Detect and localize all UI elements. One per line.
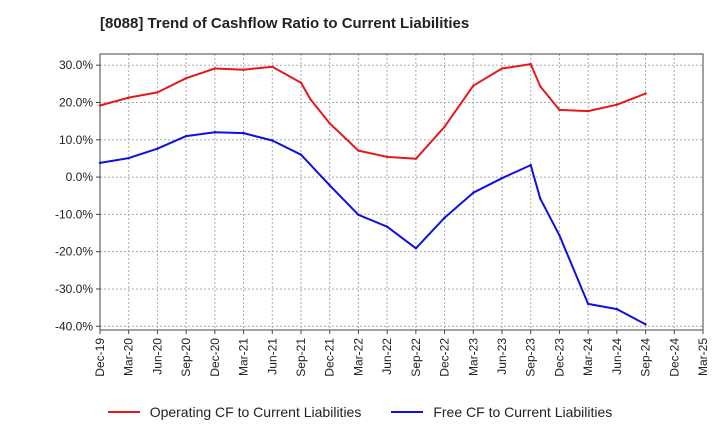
legend-item-operating-cf: Operating CF to Current Liabilities: [107, 404, 362, 420]
data-point-free-cf: [271, 139, 274, 142]
data-point-free-cf: [127, 156, 130, 160]
data-point-free-cf: [385, 225, 389, 228]
x-tick-label: Mar-20: [122, 338, 136, 376]
y-tick-label: 30.0%: [59, 58, 93, 72]
data-point-operating-cf: [385, 155, 389, 159]
data-point-operating-cf: [644, 92, 647, 95]
legend-label-free-cf: Free CF to Current Liabilities: [433, 404, 613, 420]
data-point-operating-cf: [271, 65, 274, 68]
x-tick-label: Mar-23: [466, 338, 480, 376]
data-point-operating-cf: [500, 67, 504, 70]
data-point-free-cf: [500, 177, 504, 180]
y-tick-label: -20.0%: [55, 245, 93, 259]
data-point-operating-cf: [558, 108, 561, 112]
x-tick-label: Dec-20: [208, 338, 222, 377]
data-point-operating-cf: [586, 109, 590, 113]
data-point-free-cf: [472, 191, 475, 194]
data-point-operating-cf: [539, 85, 542, 88]
data-point-operating-cf: [309, 98, 312, 101]
x-tick-label: Mar-24: [581, 338, 595, 376]
data-point-operating-cf: [184, 77, 188, 80]
data-point-operating-cf: [472, 84, 475, 87]
x-tick-label: Mar-21: [237, 338, 251, 376]
data-point-free-cf: [414, 247, 418, 250]
data-point-free-cf: [539, 197, 542, 200]
x-tick-label: Sep-21: [294, 338, 308, 377]
x-axis: Dec-19 Mar-20 Jun-20 Sep-20 Dec-20 Mar-21 Jun-…: [93, 330, 710, 377]
legend-swatch-operating-cf: [107, 411, 140, 413]
data-point-free-cf: [644, 323, 647, 326]
data-point-free-cf: [98, 161, 102, 165]
x-tick-label: Jun-20: [150, 338, 164, 375]
data-point-operating-cf: [328, 122, 331, 125]
x-tick-label: Dec-21: [323, 338, 337, 377]
x-tick-label: Mar-25: [696, 338, 710, 376]
grid-lines: [99, 54, 704, 330]
y-tick-label: 10.0%: [59, 133, 93, 147]
y-tick-label: -30.0%: [55, 282, 93, 296]
data-point-operating-cf: [213, 67, 217, 70]
series-line-operating-cf: [99, 63, 647, 160]
y-tick-label: 20.0%: [59, 95, 93, 109]
data-point-free-cf: [156, 147, 159, 150]
y-tick-label: -40.0%: [55, 319, 93, 333]
data-point-operating-cf: [529, 62, 532, 66]
legend-swatch-free-cf: [391, 411, 424, 413]
chart-title: [8088] Trend of Cashflow Ratio to Curren…: [100, 15, 470, 32]
x-tick-label: Dec-23: [552, 338, 566, 377]
legend-item-free-cf: Free CF to Current Liabilities: [391, 404, 612, 420]
series-line-free-cf: [99, 131, 647, 326]
x-tick-label: Sep-24: [639, 338, 653, 377]
data-point-free-cf: [184, 134, 188, 138]
plot-frame: [99, 53, 704, 331]
data-point-free-cf: [328, 184, 331, 187]
x-tick-label: Mar-22: [351, 338, 365, 376]
legend: Operating CF to Current Liabilities Free…: [0, 404, 720, 420]
data-point-operating-cf: [414, 157, 418, 160]
data-point-free-cf: [529, 163, 532, 167]
data-point-free-cf: [558, 234, 561, 237]
data-point-free-cf: [615, 307, 619, 311]
x-tick-label: Jun-23: [495, 338, 509, 375]
data-point-free-cf: [586, 302, 590, 306]
x-tick-label: Dec-24: [667, 338, 681, 377]
y-tick-label: 0.0%: [66, 170, 94, 184]
data-point-free-cf: [213, 131, 217, 134]
data-point-free-cf: [299, 153, 303, 156]
x-tick-label: Jun-24: [610, 338, 624, 375]
x-tick-label: Dec-22: [438, 338, 452, 377]
data-point-free-cf: [443, 216, 446, 219]
data-point-operating-cf: [443, 125, 446, 128]
x-tick-label: Sep-23: [524, 338, 538, 377]
data-point-free-cf: [242, 131, 245, 135]
data-point-operating-cf: [156, 91, 159, 94]
data-point-free-cf: [357, 213, 360, 216]
data-point-operating-cf: [98, 104, 102, 107]
y-tick-label: -10.0%: [55, 207, 93, 221]
legend-label-operating-cf: Operating CF to Current Liabilities: [149, 404, 362, 420]
x-tick-label: Dec-19: [93, 338, 107, 377]
x-tick-label: Jun-22: [380, 338, 394, 375]
data-point-operating-cf: [357, 149, 360, 152]
data-point-operating-cf: [242, 68, 245, 71]
y-axis: 30.0% 20.0% 10.0% 0.0% -10.0% -20.0% -30.0% -40…: [55, 58, 100, 333]
data-point-operating-cf: [299, 81, 303, 84]
x-tick-label: Sep-22: [409, 338, 423, 377]
x-tick-label: Jun-21: [265, 338, 279, 375]
series-layer: [98, 62, 647, 326]
data-point-operating-cf: [127, 96, 130, 99]
data-point-operating-cf: [615, 103, 619, 106]
x-tick-label: Sep-20: [179, 338, 193, 377]
